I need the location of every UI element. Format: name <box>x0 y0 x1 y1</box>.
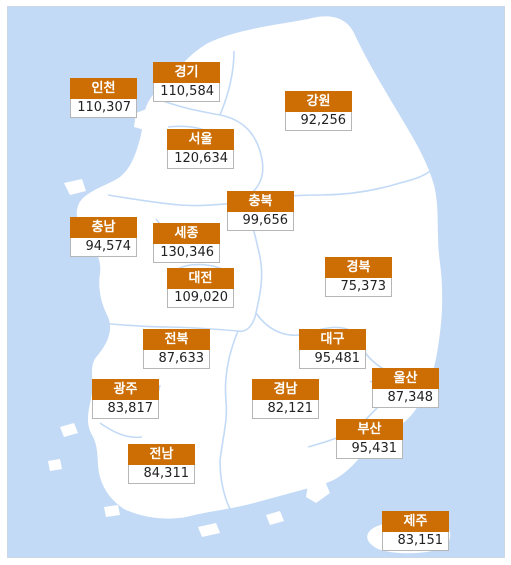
region-name: 울산 <box>372 368 439 389</box>
region-value: 94,574 <box>70 238 137 257</box>
region-value: 110,584 <box>153 83 220 102</box>
region-name: 대구 <box>299 329 366 350</box>
region-name: 충남 <box>70 217 137 238</box>
region-value: 120,634 <box>167 150 234 169</box>
region-name: 부산 <box>336 419 403 440</box>
region-name: 전북 <box>143 329 210 350</box>
south-island-2 <box>198 523 220 537</box>
region-label-gyeongnam[interactable]: 경남 82,121 <box>252 379 319 419</box>
region-value: 83,151 <box>382 532 449 551</box>
south-island-3 <box>266 511 284 525</box>
region-label-sejong[interactable]: 세종 130,346 <box>153 223 220 263</box>
region-name: 전남 <box>128 444 195 465</box>
region-label-daegu[interactable]: 대구 95,481 <box>299 329 366 369</box>
region-value: 99,656 <box>227 212 294 231</box>
region-label-chungbuk[interactable]: 충북 99,656 <box>227 191 294 231</box>
region-name: 서울 <box>167 129 234 150</box>
region-name: 경기 <box>153 62 220 83</box>
geoje-island <box>306 479 330 503</box>
region-label-daejeon[interactable]: 대전 109,020 <box>167 268 234 308</box>
south-island-1 <box>104 505 120 517</box>
region-name: 세종 <box>153 223 220 244</box>
region-label-ulsan[interactable]: 울산 87,348 <box>372 368 439 408</box>
southwest-island-2 <box>48 459 62 471</box>
ulleung-area <box>64 179 86 195</box>
region-value: 95,481 <box>299 350 366 369</box>
region-label-busan[interactable]: 부산 95,431 <box>336 419 403 459</box>
region-label-gangwon[interactable]: 강원 92,256 <box>285 91 352 131</box>
region-value: 109,020 <box>167 289 234 308</box>
region-value: 82,121 <box>252 400 319 419</box>
region-name: 제주 <box>382 511 449 532</box>
southwest-island-1 <box>60 423 78 437</box>
region-name: 강원 <box>285 91 352 112</box>
region-label-seoul[interactable]: 서울 120,634 <box>167 129 234 169</box>
region-value: 92,256 <box>285 112 352 131</box>
region-value: 130,346 <box>153 244 220 263</box>
region-label-incheon[interactable]: 인천 110,307 <box>70 78 137 118</box>
region-label-jeju[interactable]: 제주 83,151 <box>382 511 449 551</box>
ganghwa-island <box>134 107 158 131</box>
region-value: 95,431 <box>336 440 403 459</box>
region-label-chungnam[interactable]: 충남 94,574 <box>70 217 137 257</box>
region-name: 경남 <box>252 379 319 400</box>
map-frame: 인천 110,307 경기 110,584 강원 92,256 서울 120,6… <box>7 6 505 558</box>
region-name: 경북 <box>325 257 392 278</box>
region-name: 인천 <box>70 78 137 99</box>
region-value: 87,348 <box>372 389 439 408</box>
region-label-gyeonggi[interactable]: 경기 110,584 <box>153 62 220 102</box>
region-value: 87,633 <box>143 350 210 369</box>
region-value: 84,311 <box>128 465 195 484</box>
region-label-gwangju[interactable]: 광주 83,817 <box>92 379 159 419</box>
region-value: 83,817 <box>92 400 159 419</box>
region-name: 충북 <box>227 191 294 212</box>
region-label-jeonnam[interactable]: 전남 84,311 <box>128 444 195 484</box>
region-value: 75,373 <box>325 278 392 297</box>
region-name: 광주 <box>92 379 159 400</box>
region-value: 110,307 <box>70 99 137 118</box>
region-name: 대전 <box>167 268 234 289</box>
region-label-jeonbuk[interactable]: 전북 87,633 <box>143 329 210 369</box>
region-label-gyeongbuk[interactable]: 경북 75,373 <box>325 257 392 297</box>
